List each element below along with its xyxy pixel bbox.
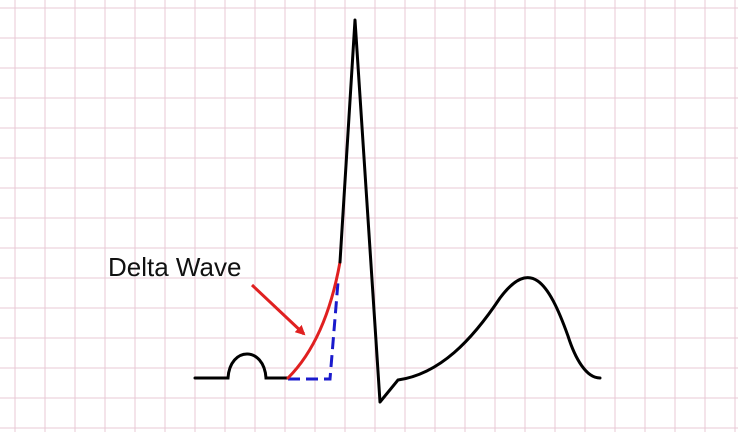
p-wave-baseline <box>193 352 290 380</box>
delta-wave-curve <box>286 260 342 380</box>
qrs-t-wave-trace <box>338 18 602 404</box>
delta-wave-arrow <box>250 283 306 336</box>
delta-wave-label: Delta Wave <box>108 252 241 282</box>
normal-upstroke-dashed <box>288 281 340 381</box>
